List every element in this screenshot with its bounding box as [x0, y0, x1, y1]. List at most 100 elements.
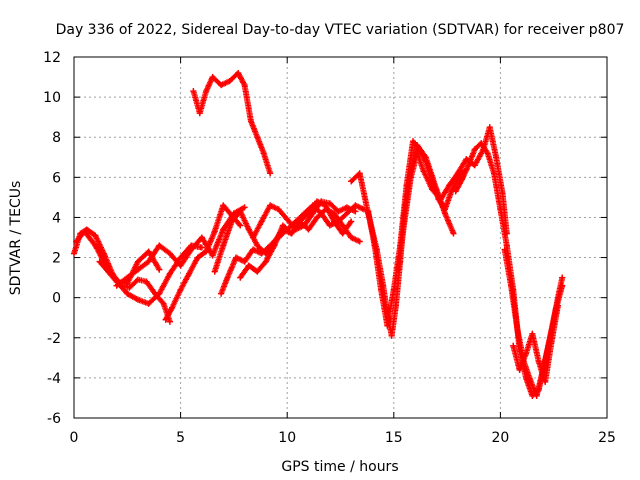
data-point [156, 290, 163, 297]
x-tick-label: 20 [491, 430, 509, 446]
data-point [305, 226, 312, 233]
data-point [162, 316, 169, 323]
data-point [409, 138, 416, 145]
data-point [501, 246, 508, 253]
data-point [92, 232, 99, 239]
point-markers [190, 70, 274, 177]
data-point [145, 248, 152, 255]
series-arc-9 [250, 198, 359, 241]
data-point [284, 216, 291, 223]
data-point [124, 280, 131, 287]
data-point [407, 174, 414, 181]
data-point [134, 258, 141, 265]
data-point [491, 170, 498, 177]
data-point [218, 82, 225, 89]
data-point [237, 222, 244, 229]
y-axis-label: SDTVAR / TECUs [8, 181, 24, 296]
y-tick-label: -2 [47, 331, 61, 347]
data-point [395, 266, 402, 273]
y-tick-label: 0 [52, 291, 61, 307]
data-points [71, 70, 566, 399]
data-point [352, 202, 359, 209]
data-point [348, 234, 355, 241]
data-point [209, 74, 216, 81]
data-point [514, 326, 521, 333]
data-point [235, 70, 242, 77]
data-point [542, 378, 549, 385]
data-point [390, 286, 397, 293]
data-point [262, 250, 269, 257]
data-point [484, 150, 491, 157]
data-point [343, 210, 350, 217]
data-point [166, 270, 173, 277]
data-point [211, 268, 218, 275]
data-point [134, 276, 141, 283]
y-tick-label: 6 [52, 170, 61, 186]
x-tick-label: 0 [70, 430, 79, 446]
data-point [292, 226, 299, 233]
data-point [198, 234, 205, 241]
y-tick-label: 2 [52, 251, 61, 267]
data-point [145, 258, 152, 265]
data-point [105, 268, 112, 275]
data-point [356, 238, 363, 245]
data-point [258, 218, 265, 225]
data-point [441, 206, 448, 213]
series-arc-16 [510, 302, 561, 385]
data-point [371, 242, 378, 249]
data-point [92, 242, 99, 249]
data-point [271, 242, 278, 249]
data-point [326, 222, 333, 229]
data-point [188, 246, 195, 253]
data-point [254, 268, 261, 275]
data-point [226, 78, 233, 85]
data-point [203, 248, 210, 255]
data-point [503, 242, 510, 249]
data-point [314, 214, 321, 221]
plot-frame [73, 56, 608, 419]
data-point [414, 150, 421, 157]
data-point [73, 238, 80, 245]
data-point [260, 150, 267, 157]
data-point [113, 282, 120, 289]
data-point [343, 204, 350, 211]
data-point [301, 222, 308, 229]
x-tick-label: 25 [598, 430, 616, 446]
x-tick-label: 5 [176, 430, 185, 446]
data-point [348, 178, 355, 185]
data-point [237, 208, 244, 215]
data-point [233, 254, 240, 261]
data-point [250, 234, 257, 241]
data-point [228, 212, 235, 219]
point-markers [71, 226, 173, 325]
data-point [250, 246, 257, 253]
data-point [237, 274, 244, 281]
data-point [81, 228, 88, 235]
data-point [134, 266, 141, 273]
data-point [124, 274, 131, 281]
data-point [559, 282, 566, 289]
data-point [209, 252, 216, 259]
data-point [169, 304, 176, 311]
plot-border [73, 56, 608, 419]
data-point [493, 154, 500, 161]
data-point [177, 254, 184, 261]
data-point [220, 242, 227, 249]
data-point [388, 332, 395, 339]
data-point [365, 208, 372, 215]
data-point [454, 170, 461, 177]
data-point [241, 258, 248, 265]
data-point [510, 342, 517, 349]
data-point [437, 196, 444, 203]
data-point [220, 226, 227, 233]
data-point [145, 300, 152, 307]
data-point [124, 290, 131, 297]
series-arc-10 [190, 70, 274, 177]
y-tick-label: -4 [47, 371, 61, 387]
data-point [220, 202, 227, 209]
data-point [339, 230, 346, 237]
series-arc-1 [71, 226, 173, 325]
x-tick-label: 10 [278, 430, 296, 446]
y-axis-ticks: -6 -4 -2 0 2 4 6 8 10 12 [43, 50, 607, 427]
